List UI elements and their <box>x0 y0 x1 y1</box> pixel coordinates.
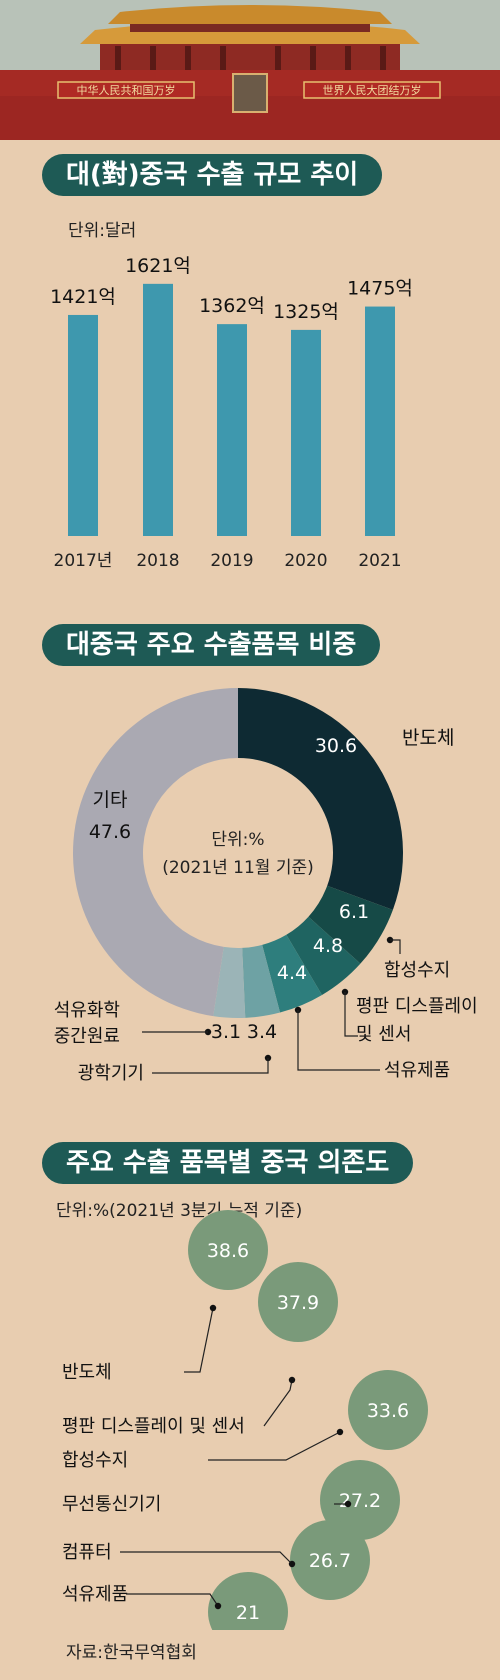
label-합성수지: 합성수지 <box>384 960 450 981</box>
tiananmen-illustration: 中华人民共和国万岁 世界人民大团结万岁 <box>0 0 500 140</box>
banner-right-text: 世界人民大团结万岁 <box>323 83 422 97</box>
banner-right <box>303 81 441 99</box>
bar-category-label: 2020 <box>284 551 327 571</box>
donut-slice-반도체 <box>238 688 403 910</box>
export-trend-bar-chart: 1421억 2017년 1621억 2018 1362억 2019 1325억 2020 147… <box>50 255 413 571</box>
donut-center-unit: 단위:% <box>211 830 264 850</box>
dependency-category-label: 합성수지 <box>62 1450 128 1471</box>
donut-slice-석유화학 중간원료 <box>213 946 246 1018</box>
donut-value-label: 30.6 <box>315 735 357 757</box>
pillars <box>115 46 386 70</box>
section-title-export-trend: 대(對)중국 수출 규모 추이 <box>42 154 383 196</box>
bubble-value-label: 33.6 <box>367 1400 409 1422</box>
leader-line-합성수지 <box>208 1431 341 1461</box>
bubble-value-label: 27.2 <box>339 1490 381 1512</box>
leader-line-컴퓨터 <box>120 1551 293 1565</box>
donut-slice-기타 <box>73 688 238 1017</box>
bubble-value-label: 38.6 <box>207 1240 249 1262</box>
leader-line-평판 <box>344 992 358 1037</box>
label-광학기기: 광학기기 <box>78 1063 144 1084</box>
section-title-export-share: 대중국 주요 수출품목 비중 <box>42 624 381 666</box>
label-평판-line2: 및 센서 <box>356 1024 411 1045</box>
bar-category-label: 2021 <box>358 551 401 571</box>
leader-dot-평판 디스플레이 및 센서 <box>288 1376 296 1384</box>
bubble-반도체 <box>188 1210 268 1290</box>
bar-value-label: 1362억 <box>199 295 265 317</box>
label-반도체: 반도체 <box>402 727 454 749</box>
bar-value-label: 1475억 <box>347 278 413 300</box>
donut-value-label: 3.1 <box>211 1021 241 1043</box>
leader-line-반도체 <box>184 1307 214 1373</box>
bar-value-label: 1621억 <box>125 255 191 277</box>
banner-left-text: 中华人民共和国万岁 <box>77 83 176 97</box>
unit-label-dollar: 단위:달러 <box>68 221 137 241</box>
donut-value-label: 4.4 <box>277 962 307 984</box>
bubble-컴퓨터 <box>290 1520 370 1600</box>
bar-2018 <box>143 283 173 536</box>
leader-dot-반도체 <box>209 1304 217 1312</box>
export-share-donut-chart: 30.6 6.1 4.8 4.4 3.4 3.1 기타 47.6 단위:% (2021년 11월 … <box>54 688 478 1084</box>
dependency-category-label: 무선통신기기 <box>62 1494 161 1515</box>
bar-category-label: 2019 <box>210 551 253 571</box>
donut-slice-합성수지 <box>308 885 393 964</box>
bar-category-label: 2017년 <box>54 551 113 571</box>
leader-dot-컴퓨터 <box>288 1560 296 1568</box>
leader-line-합성수지 <box>390 939 401 954</box>
donut-slice-평판 디스플레이 및 센서 <box>286 916 361 996</box>
bar-value-label: 1421억 <box>50 286 116 308</box>
donut-slice-광학기기 <box>242 944 281 1018</box>
label-평판-line1: 평판 디스플레이 <box>356 996 478 1017</box>
bar-value-label: 1325억 <box>273 301 339 323</box>
section-title-dependency: 주요 수출 품목별 중국 의존도 <box>42 1142 414 1184</box>
bubble-석유제품 <box>208 1572 288 1630</box>
roof <box>80 5 420 70</box>
donut-slice-석유제품 <box>262 934 322 1013</box>
dependency-category-label: 반도체 <box>62 1362 112 1383</box>
leader-line-석유제품 <box>297 1010 380 1071</box>
dependency-category-label: 석유제품 <box>62 1584 128 1605</box>
banner-left <box>57 81 195 99</box>
leader-dot-합성수지 <box>336 1428 344 1436</box>
bubble-value-label: 26.7 <box>309 1550 351 1572</box>
donut-value-label: 47.6 <box>89 821 131 843</box>
bar-category-label: 2018 <box>136 551 179 571</box>
leader-line-석유제품 <box>126 1593 219 1607</box>
leader-line-평판 디스플레이 및 센서 <box>263 1379 293 1427</box>
source-note: 자료:한국무역협회 <box>66 1643 197 1663</box>
donut-value-label: 3.4 <box>247 1021 277 1043</box>
leader-line-광학기기 <box>152 1058 269 1074</box>
leader-dot-평판 <box>341 988 349 996</box>
label-석유제품: 석유제품 <box>384 1060 450 1081</box>
bar-2020 <box>291 329 321 536</box>
leader-dot-무선통신기기 <box>344 1500 352 1508</box>
donut-value-label: 6.1 <box>339 901 369 923</box>
bar-2017년 <box>68 314 98 536</box>
label-석유화학-line2: 중간원료 <box>54 1026 120 1047</box>
dependency-category-label: 컴퓨터 <box>62 1542 112 1563</box>
bubble-합성수지 <box>348 1370 428 1450</box>
leader-dot-석유제품 <box>294 1006 302 1014</box>
bubble-value-label: 37.9 <box>277 1292 319 1314</box>
bubble-value-label: 21 <box>236 1602 260 1624</box>
portrait <box>232 73 268 113</box>
donut-center-basis: (2021년 11월 기준) <box>162 858 314 878</box>
donut-slice-label-기타: 기타 <box>93 789 128 811</box>
leader-dot-석유제품 <box>214 1602 222 1610</box>
bubble-평판 디스플레이 및 센서 <box>258 1262 338 1342</box>
bar-2019 <box>217 324 247 536</box>
bar-2021 <box>365 306 395 536</box>
donut-value-label: 4.8 <box>313 935 343 957</box>
label-석유화학-line1: 석유화학 <box>54 1000 120 1021</box>
dependency-category-label: 평판 디스플레이 및 센서 <box>62 1416 245 1437</box>
bubble-무선통신기기 <box>320 1460 400 1540</box>
